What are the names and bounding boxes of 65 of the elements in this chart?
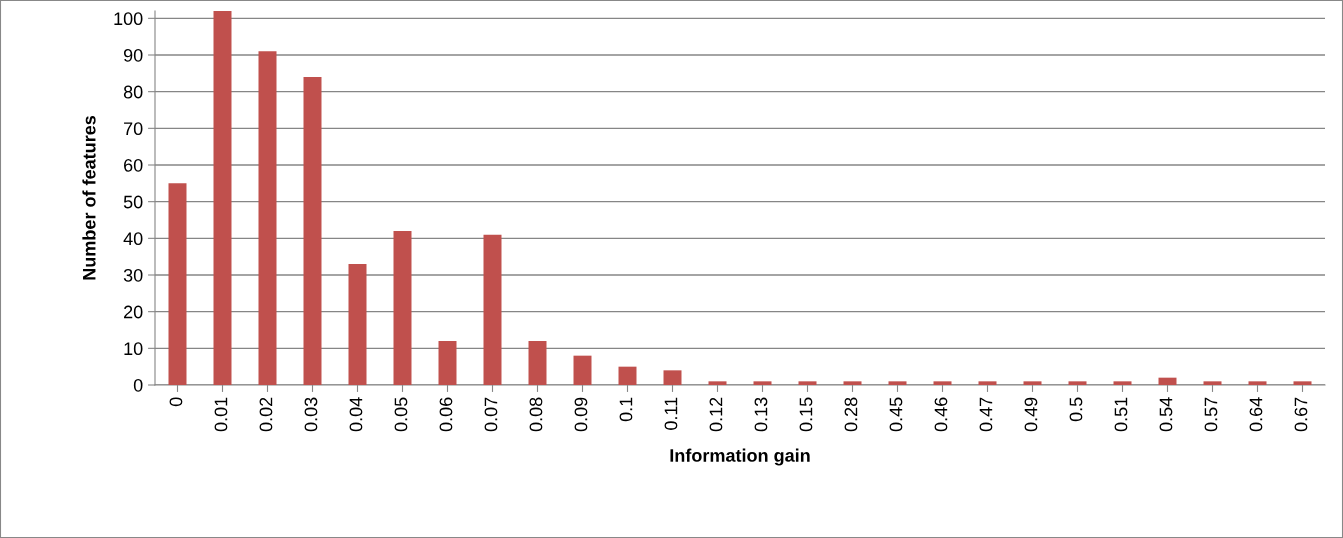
x-tick-label: 0.54 [1159, 397, 1173, 432]
x-tick-label: 0.46 [934, 397, 948, 432]
y-tick-label: 100 [114, 12, 143, 26]
x-tick-label: 0.1 [619, 397, 633, 422]
bar [393, 231, 412, 385]
x-tick-label: 0.57 [1204, 397, 1218, 432]
y-tick-label: 80 [123, 85, 143, 99]
x-tick-label: 0.12 [709, 397, 723, 432]
bar [348, 264, 367, 385]
y-tick-label: 20 [124, 305, 143, 319]
bar [1113, 381, 1132, 385]
y-tick-label: 90 [123, 48, 143, 62]
bar [753, 381, 772, 385]
x-tick-label: 0.02 [259, 397, 273, 432]
y-tick-label: 40 [123, 232, 143, 246]
bar [1158, 377, 1177, 385]
x-tick-label: 0.06 [439, 397, 453, 432]
bar [528, 341, 547, 385]
bar [303, 77, 322, 385]
x-tick-label: 0.04 [349, 397, 363, 432]
x-tick-label: 0.45 [889, 397, 903, 432]
x-tick-label: 0.15 [799, 397, 813, 432]
y-tick-label: 30 [123, 268, 143, 282]
bar [1248, 381, 1267, 385]
y-tick-label: 0 [133, 378, 143, 392]
x-tick-label: 0.5 [1069, 397, 1083, 422]
x-tick-label: 0.09 [574, 397, 588, 432]
y-tick-label: 10 [124, 342, 143, 356]
x-tick-label: 0.64 [1249, 397, 1263, 432]
x-tick-label: 0.08 [529, 397, 543, 432]
x-tick-label: 0.03 [304, 397, 318, 432]
bar [708, 381, 727, 385]
x-tick-label: 0.05 [394, 397, 408, 432]
y-tick-label: 70 [124, 122, 143, 136]
bar [933, 381, 952, 385]
bar [978, 381, 997, 385]
bar [1068, 381, 1087, 385]
x-tick-label: 0.51 [1114, 397, 1128, 432]
y-axis-title: Number of features [82, 115, 96, 280]
y-tick-label: 60 [124, 158, 143, 172]
bar [798, 381, 817, 385]
x-axis-title: Information gain [670, 448, 810, 466]
x-tick-label: 0.11 [664, 397, 678, 430]
bar [168, 183, 187, 385]
x-tick-label: 0.67 [1294, 397, 1308, 432]
bar [843, 381, 862, 385]
bar [438, 341, 457, 385]
x-tick-label: 0.07 [484, 397, 498, 432]
y-tick-label: 50 [123, 195, 143, 209]
x-tick-label: 0.49 [1024, 397, 1038, 432]
bar [1203, 381, 1222, 385]
bar [888, 381, 907, 385]
bar [483, 234, 502, 385]
x-tick-label: 0.13 [754, 397, 768, 432]
x-tick-label: 0.47 [979, 397, 993, 432]
bar [1023, 381, 1042, 385]
bar [663, 370, 682, 385]
x-tick-label: 0.28 [844, 397, 858, 432]
x-tick-label: 0.01 [214, 397, 228, 432]
bar [573, 355, 592, 385]
x-tick-label: 0 [169, 397, 183, 407]
bar [1293, 381, 1312, 385]
bar [258, 51, 277, 385]
bar [213, 11, 232, 385]
bar [618, 366, 637, 385]
